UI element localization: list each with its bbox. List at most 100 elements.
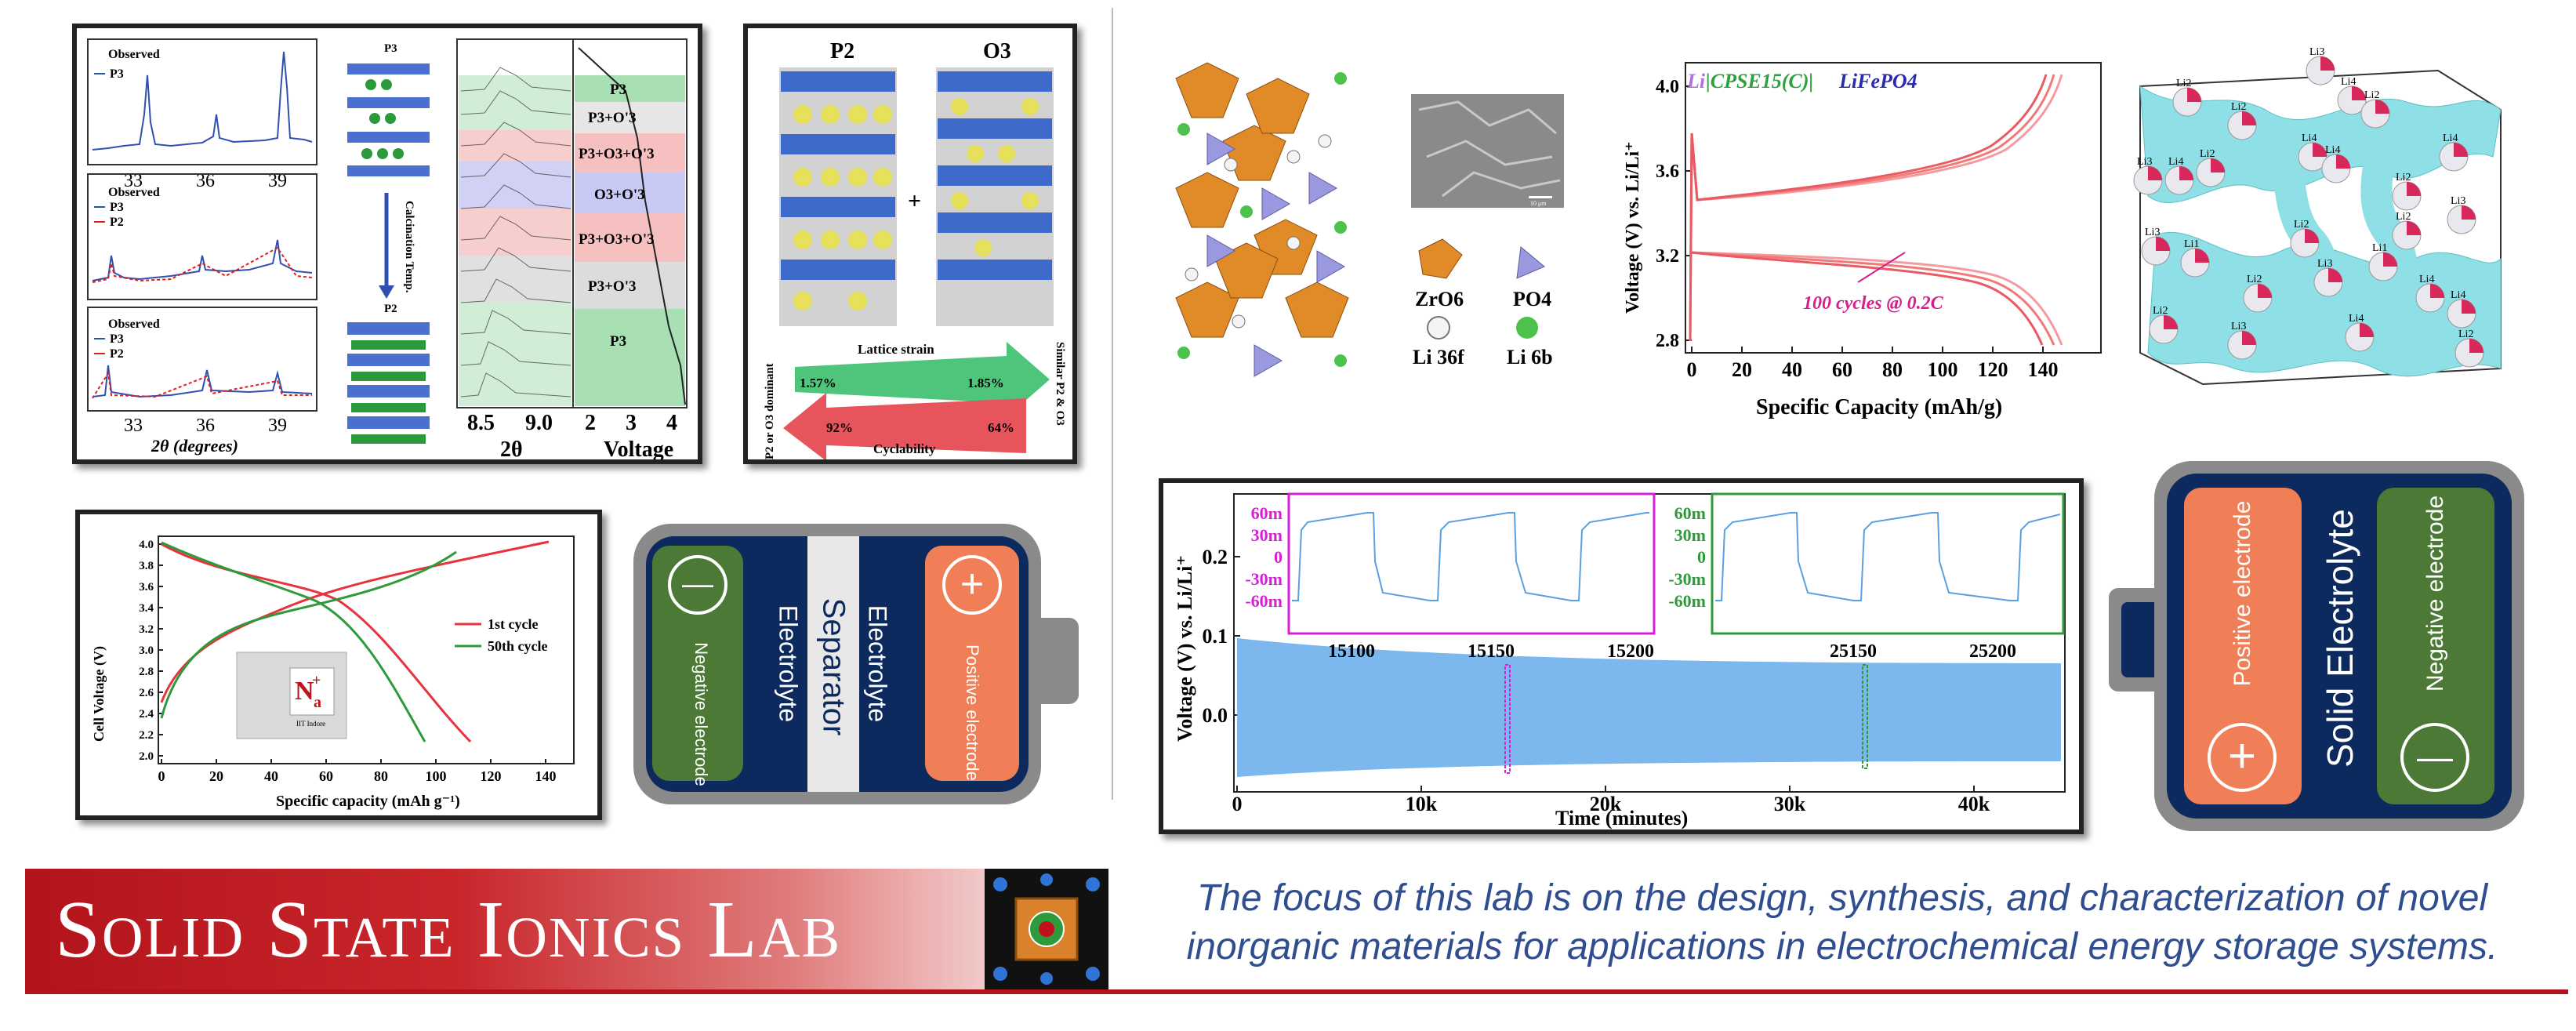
li-site-occupancy	[2148, 166, 2162, 180]
cell-xtick: 40	[264, 768, 278, 784]
cell-ytick: 2.4	[139, 708, 154, 721]
voltage-tick-2: 2	[585, 411, 596, 435]
inset2-ytick: 30m	[1674, 525, 1706, 545]
cyc-left: 92%	[826, 420, 853, 435]
cyc-label: Cyclability	[873, 441, 936, 456]
cycling-xtick: 20k	[1590, 793, 1622, 815]
phase-voltage-plot: P3 P3+O'3 P3+O3+O'3 O3+O'3 P3+O3+O'3 P3+…	[572, 38, 688, 459]
lfp-xticks: 0 20 40 60 80 100 120 140	[1687, 347, 2059, 381]
li-site-label: Li3	[2145, 227, 2160, 238]
inset1-ytick: 30m	[1251, 525, 1283, 545]
cell-xtick: 120	[481, 768, 502, 784]
cell-yticks: 4.0 3.8 3.6 3.4 3.2 3.0 2.8 2.6 2.4 2.2 2.0	[139, 539, 163, 763]
nasicon-figure: 10 μm ZrO6 PO4 Li 36f Li 6b	[1160, 47, 1584, 408]
li-site-occupancy	[2211, 158, 2225, 172]
legend-observed: Observed	[108, 48, 160, 61]
cell-ytick: 2.8	[139, 666, 154, 678]
li-site-occupancy	[2407, 182, 2421, 196]
cycling-ylabel: Voltage (V) vs. Li/Li⁺	[1174, 555, 1196, 742]
phase-5: P3+O3+O'3	[579, 231, 655, 248]
nasicon-svg: 10 μm ZrO6 PO4 Li 36f Li 6b	[1175, 62, 1564, 377]
lfp-xtick: 100	[1928, 358, 1958, 381]
cell-ytick: 3.8	[139, 560, 154, 572]
fiftieth-discharge-curve	[161, 541, 426, 742]
pouch-logo-n: N	[295, 677, 314, 706]
inset2-ytick: 0	[1697, 547, 1706, 567]
side-right: Similar P2 & O3	[1054, 342, 1066, 426]
section-divider	[1112, 8, 1113, 800]
tick-36-b: 36	[196, 416, 215, 436]
nasicon-legend: ZrO6 PO4 Li 36f Li 6b	[1413, 238, 1553, 368]
insitu-tick-90: 9.0	[525, 411, 553, 435]
lfp-xtick: 140	[2028, 358, 2059, 381]
crystal-structure	[1175, 62, 1349, 377]
cell-ytick: 3.6	[139, 581, 154, 594]
cyc-right: 64%	[988, 420, 1014, 435]
cycling-xtick: 30k	[1774, 793, 1806, 815]
cell-xtick: 140	[535, 768, 557, 784]
phase-4: O3+O'3	[594, 187, 645, 203]
cell-xtick: 20	[209, 768, 223, 784]
inset1-xtick: 15150	[1468, 641, 1515, 662]
li-site-label: Li2	[2396, 172, 2411, 183]
legend-p3-2: P3	[110, 201, 124, 214]
sem-scale: 10 μm	[1530, 200, 1547, 207]
li-site-label: Li4	[2349, 313, 2364, 325]
legend-po: PO4	[1513, 288, 1551, 310]
separator-label: Separator	[816, 597, 851, 736]
lfp-xtick: 20	[1732, 358, 1752, 381]
p2-o3-figure: P2 O3 + Lattice strain	[764, 39, 1066, 459]
lfp-annotation: 100 cycles @ 0.2C	[1803, 293, 1944, 314]
li-site-label: Li3	[2231, 321, 2246, 332]
legend-li36: Li 36f	[1413, 346, 1464, 368]
li-site-occupancy	[2430, 284, 2444, 298]
zoom-marker-2	[1862, 664, 1868, 769]
li-site-label: Li4	[2325, 144, 2340, 156]
minus-symbol: —	[668, 555, 727, 615]
li-site-label: Li1	[2184, 238, 2199, 250]
lattice-right: 1.85%	[967, 376, 1004, 390]
li-site-occupancy	[2187, 88, 2201, 102]
lfp-chart: 4.0 3.6 3.2 2.8 0 20 40 60 80 100 120 140 Voltage …	[1599, 47, 2117, 423]
phase-2: P3+O'3	[588, 110, 637, 126]
o3-layers	[938, 71, 1052, 280]
li-site-occupancy	[2179, 166, 2193, 180]
li-site-label: Li4	[2419, 274, 2434, 285]
pouch-logo-a: a	[314, 694, 321, 711]
zoom-marker-1	[1504, 664, 1511, 774]
inset2-xtick: 25200	[1969, 641, 2016, 662]
cycling-xticks: 0 10k 20k 30k 40k	[1232, 786, 1990, 815]
lfp-xtick: 120	[1978, 358, 2008, 381]
lfp-ytick: 3.6	[1656, 162, 1679, 182]
cell-xtick: 100	[426, 768, 447, 784]
calcination-label: Calcination Temp.	[403, 201, 415, 293]
li-site-label: Li2	[2200, 148, 2215, 160]
li-site-label: Li3	[2309, 46, 2324, 58]
cycling-xtick: 40k	[1958, 793, 1990, 815]
legend-p2-3: P2	[110, 347, 124, 361]
xrd-figure: Observed P3 33 36 39 Observed P3 P2 Obse…	[87, 38, 688, 459]
li-nodes: Li3 Li2 Li4 Li2 Li2 Li4 Li2 Li4 Li3 Li4 Li4 Li2 Li2 L…	[2133, 46, 2484, 368]
o3-title: O3	[983, 39, 1011, 64]
inset2-xticks: 25150 25200	[1830, 641, 2016, 662]
li-sites-figure: Li3 Li2 Li4 Li2 Li2 Li4 Li2 Li4 Li3 Li4 Li4 Li2 Li2 L…	[2124, 39, 2509, 400]
li-site-occupancy	[2462, 299, 2476, 314]
legend-zr: ZrO6	[1415, 288, 1464, 310]
legend-fiftieth: 50th cycle	[488, 638, 547, 654]
legend-observed-3: Observed	[108, 318, 160, 331]
li-site-label: Li4	[2302, 133, 2317, 144]
inset1-xtick: 15100	[1328, 641, 1375, 662]
inset2-ytick: 60m	[1674, 503, 1706, 523]
cell-ytick: 2.2	[139, 729, 154, 742]
lfp-yticks: 4.0 3.6 3.2 2.8	[1656, 77, 1692, 351]
p2-o3-panel: P2 O3 + Lattice strain	[743, 24, 1077, 464]
cell-panel: 4.0 3.8 3.6 3.4 3.2 3.0 2.8 2.6 2.4 2.2 2.0 0 20 40 6…	[75, 510, 602, 820]
sem-image: 10 μm	[1411, 94, 1564, 208]
cell-ytick: 3.0	[139, 644, 154, 657]
inset2-xtick: 25150	[1830, 641, 1877, 662]
li-site-occupancy	[2328, 268, 2342, 282]
tick-33-b: 33	[124, 416, 143, 436]
li-site-label: Li2	[2458, 329, 2473, 340]
lfp-svg: 4.0 3.6 3.2 2.8 0 20 40 60 80 100 120 140 Voltage …	[1623, 62, 2102, 419]
